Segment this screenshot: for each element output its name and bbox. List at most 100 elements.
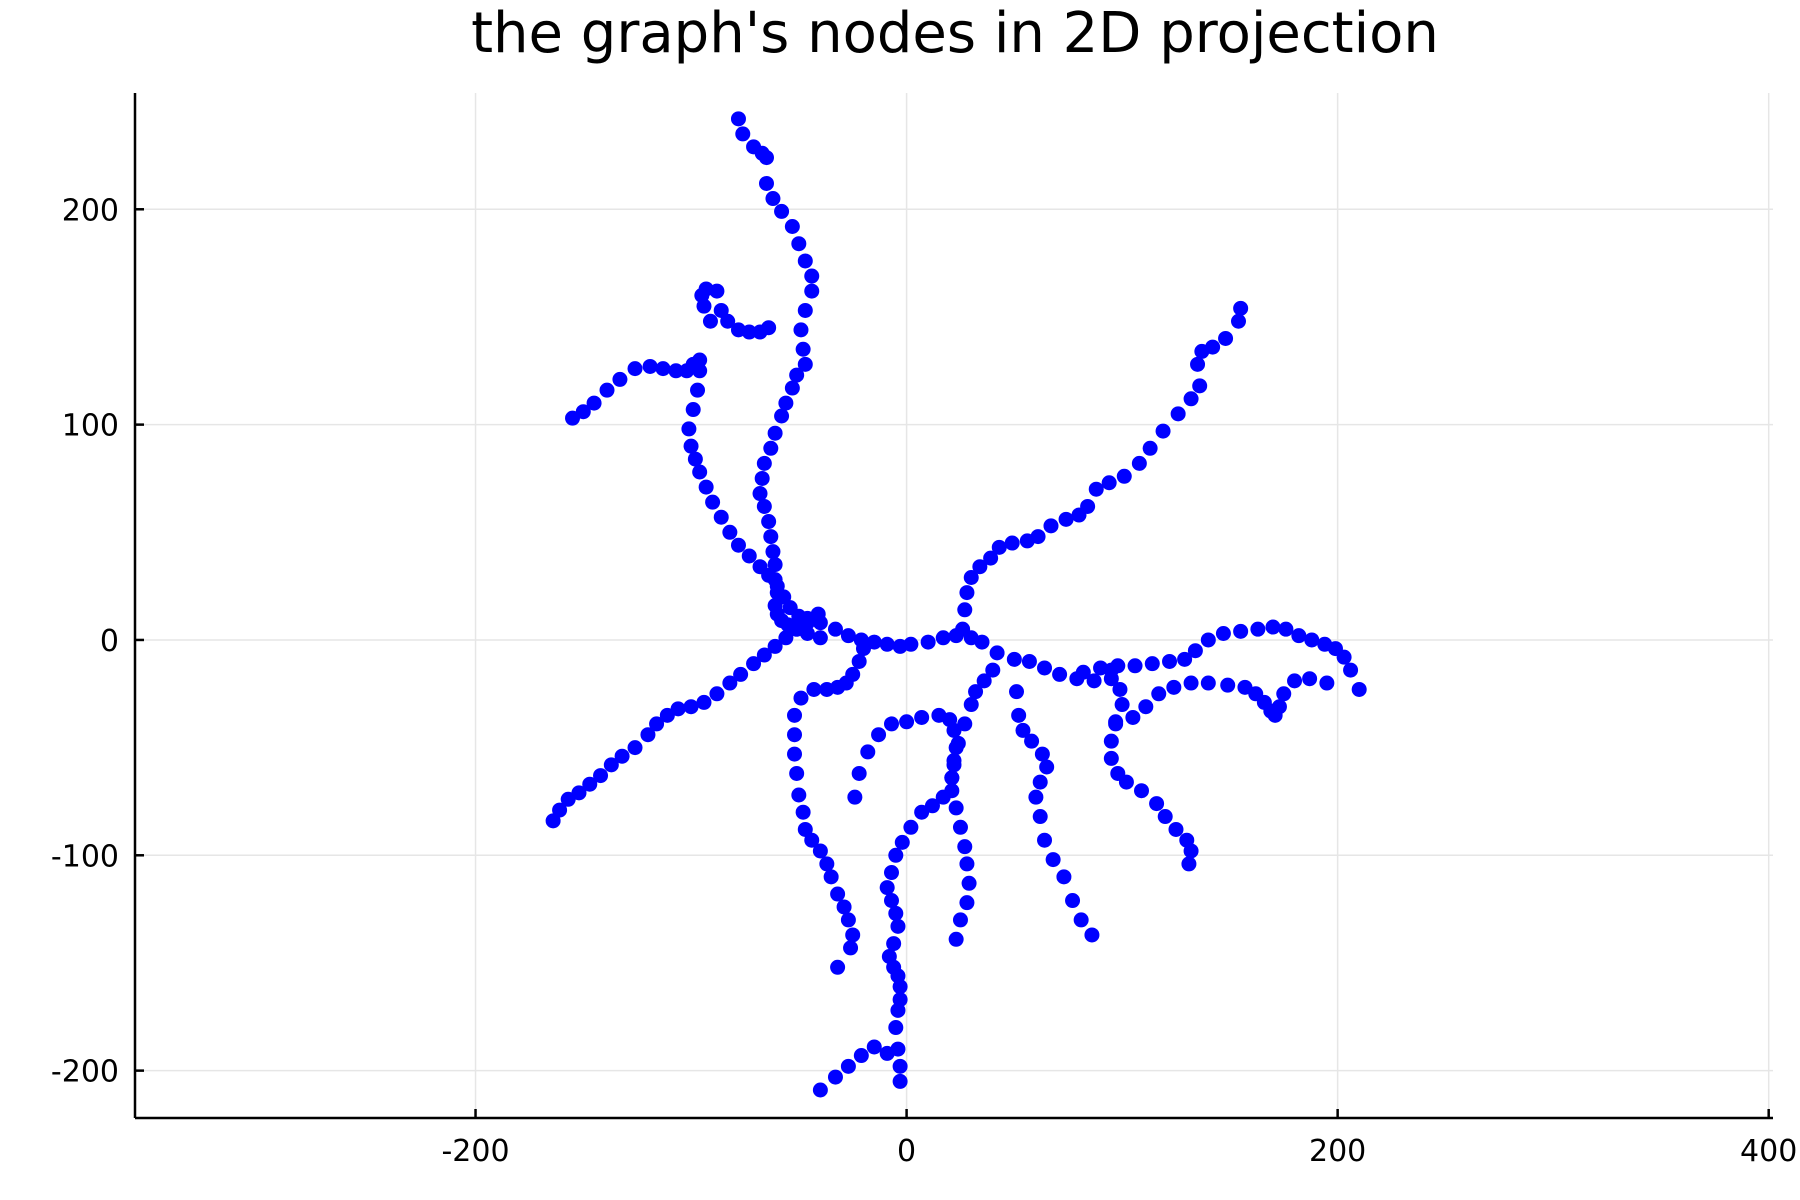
- data-point-159: [1075, 664, 1091, 680]
- data-point-6: [765, 191, 781, 207]
- data-point-251: [985, 662, 1001, 678]
- data-point-26: [756, 498, 772, 514]
- data-point-52: [692, 363, 708, 379]
- data-point-116: [903, 636, 919, 652]
- data-point-297: [1011, 707, 1027, 723]
- data-point-89: [603, 757, 619, 773]
- data-point-228: [804, 832, 820, 848]
- data-point-58: [692, 464, 708, 480]
- data-point-221: [787, 707, 803, 723]
- data-point-270: [914, 804, 930, 820]
- data-point-213: [855, 641, 871, 657]
- data-point-111: [840, 628, 856, 644]
- data-point-97: [696, 694, 712, 710]
- data-point-264: [961, 875, 977, 891]
- data-point-174: [1304, 632, 1320, 648]
- data-point-124: [1021, 653, 1037, 669]
- data-point-258: [944, 770, 960, 786]
- data-point-102: [756, 647, 772, 663]
- data-point-76: [709, 283, 725, 299]
- data-point-47: [655, 361, 671, 377]
- data-point-40: [565, 410, 581, 426]
- data-point-167: [1200, 632, 1216, 648]
- data-point-121: [974, 634, 990, 650]
- data-point-254: [963, 697, 979, 713]
- data-point-214: [851, 653, 867, 669]
- data-point-187: [1118, 774, 1134, 790]
- data-point-0: [730, 111, 746, 127]
- data-point-296: [1009, 684, 1025, 700]
- chart-title: the graph's nodes in 2D projection: [471, 1, 1439, 66]
- data-point-242: [883, 716, 899, 732]
- data-point-130: [955, 621, 971, 637]
- data-point-182: [1114, 697, 1130, 713]
- data-point-21: [767, 425, 783, 441]
- data-point-294: [827, 1069, 843, 1085]
- data-point-141: [1058, 511, 1074, 527]
- data-point-44: [612, 371, 628, 387]
- data-point-72: [702, 313, 718, 329]
- data-point-235: [845, 927, 861, 943]
- data-point-302: [1032, 774, 1048, 790]
- data-point-295: [812, 1082, 828, 1098]
- y-tick-label-2: 0: [100, 624, 119, 659]
- y-tick-label-1: -100: [51, 839, 119, 874]
- data-point-262: [957, 839, 973, 855]
- data-point-5: [758, 175, 774, 191]
- data-point-96: [683, 699, 699, 715]
- data-point-90: [614, 748, 630, 764]
- data-point-199: [1166, 679, 1182, 695]
- data-point-261: [952, 819, 968, 835]
- data-point-260: [948, 800, 964, 816]
- data-point-11: [804, 268, 820, 284]
- data-point-293: [840, 1058, 856, 1074]
- data-point-170: [1250, 621, 1266, 637]
- data-point-198: [1151, 686, 1167, 702]
- data-point-84: [552, 802, 568, 818]
- data-point-12: [804, 283, 820, 299]
- data-point-218: [819, 681, 835, 697]
- data-point-263: [959, 856, 975, 872]
- data-point-18: [784, 380, 800, 396]
- data-point-237: [830, 959, 846, 975]
- data-point-200: [1183, 675, 1199, 691]
- data-point-151: [1183, 391, 1199, 407]
- data-point-46: [642, 358, 658, 374]
- data-point-92: [640, 727, 656, 743]
- data-point-172: [1278, 621, 1294, 637]
- data-point-231: [823, 869, 839, 885]
- data-point-59: [698, 479, 714, 495]
- data-point-178: [1343, 662, 1359, 678]
- data-point-152: [1192, 378, 1208, 394]
- data-point-300: [1034, 746, 1050, 762]
- data-point-162: [1127, 658, 1143, 674]
- data-point-15: [795, 341, 811, 357]
- data-point-104: [778, 630, 794, 646]
- data-point-145: [1101, 475, 1117, 491]
- data-point-22: [763, 440, 779, 456]
- data-point-279: [886, 936, 902, 952]
- data-point-303: [1028, 789, 1044, 805]
- data-point-27: [761, 514, 777, 530]
- data-point-135: [983, 550, 999, 566]
- data-point-83: [545, 813, 561, 829]
- data-point-227: [797, 821, 813, 837]
- data-point-190: [1157, 809, 1173, 825]
- data-point-156: [1218, 330, 1234, 346]
- data-point-39: [812, 630, 828, 646]
- data-point-209: [1276, 686, 1292, 702]
- data-point-308: [1065, 893, 1081, 909]
- data-point-143: [1080, 498, 1096, 514]
- data-point-240: [860, 744, 876, 760]
- data-point-163: [1144, 656, 1160, 672]
- data-point-169: [1233, 623, 1249, 639]
- data-point-10: [797, 253, 813, 269]
- data-point-118: [935, 630, 951, 646]
- data-point-286: [888, 1020, 904, 1036]
- data-point-211: [1302, 671, 1318, 687]
- data-point-309: [1073, 912, 1089, 928]
- data-point-113: [866, 634, 882, 650]
- data-point-14: [793, 322, 809, 338]
- data-point-56: [683, 438, 699, 454]
- data-point-105: [789, 621, 805, 637]
